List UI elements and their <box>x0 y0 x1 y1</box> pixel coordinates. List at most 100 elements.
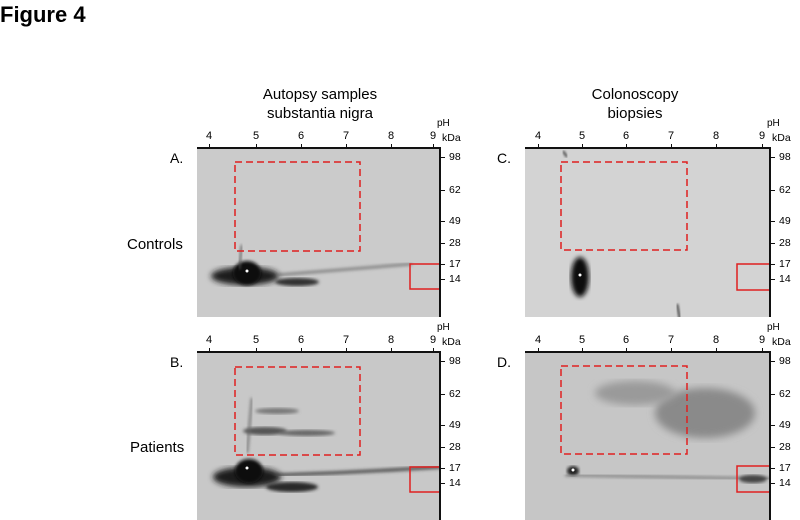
ph-unit-label: pH <box>437 322 450 333</box>
ph-tick-mark <box>762 144 763 148</box>
kda-tick-mark <box>441 447 445 448</box>
column-heading-colonoscopy: Colonoscopy biopsies <box>560 85 710 123</box>
ph-tick-label: 4 <box>205 130 213 142</box>
kda-tick-label: 14 <box>779 477 791 489</box>
kda-tick-label: 62 <box>779 388 791 400</box>
ph-tick-mark <box>626 348 627 352</box>
ph-tick-label: 8 <box>712 334 720 346</box>
panel-letter-c: C. <box>497 150 511 166</box>
ph-tick-mark <box>582 144 583 148</box>
ph-unit-label: pH <box>767 118 780 129</box>
ph-tick-mark <box>391 144 392 148</box>
kda-tick-label: 14 <box>779 273 791 285</box>
kda-tick-label: 98 <box>779 355 791 367</box>
ph-tick-label: 6 <box>622 334 630 346</box>
kda-tick-mark <box>441 394 445 395</box>
gel-image-a <box>211 161 439 290</box>
column-heading-autopsy: Autopsy samples substantia nigra <box>220 85 420 123</box>
kda-tick-mark <box>441 279 445 280</box>
kda-tick-label: 49 <box>449 215 461 227</box>
kda-tick-mark <box>771 243 775 244</box>
ph-tick-label: 6 <box>297 334 305 346</box>
ph-tick-label: 4 <box>205 334 213 346</box>
kda-tick-label: 17 <box>449 462 461 474</box>
ph-tick-mark <box>671 144 672 148</box>
gel-panel-b <box>197 351 441 520</box>
figure-title: Figure 4 <box>0 2 86 27</box>
ph-tick-label: 9 <box>758 334 766 346</box>
ph-tick-label: 5 <box>578 130 586 142</box>
ph-tick-mark <box>433 348 434 352</box>
kda-unit-label: kDa <box>772 336 791 348</box>
panel-letter-b: B. <box>170 354 184 370</box>
ph-tick-label: 4 <box>534 334 542 346</box>
ph-unit-label: pH <box>767 322 780 333</box>
kda-tick-label: 28 <box>449 237 461 249</box>
highlight-box <box>736 263 769 291</box>
ph-tick-label: 7 <box>667 130 675 142</box>
ph-tick-label: 7 <box>667 334 675 346</box>
ph-tick-mark <box>256 144 257 148</box>
ph-tick-mark <box>433 144 434 148</box>
ph-tick-label: 5 <box>252 334 260 346</box>
ph-tick-label: 6 <box>622 130 630 142</box>
kda-tick-mark <box>441 157 445 158</box>
kda-tick-label: 98 <box>449 355 461 367</box>
gel-panel-c <box>525 147 771 317</box>
kda-tick-mark <box>441 425 445 426</box>
ph-tick-label: 9 <box>429 334 437 346</box>
kda-tick-label: 17 <box>449 258 461 270</box>
kda-tick-label: 14 <box>449 273 461 285</box>
highlight-box <box>409 263 439 290</box>
ph-tick-label: 7 <box>342 334 350 346</box>
kda-tick-mark <box>441 190 445 191</box>
ph-tick-mark <box>671 348 672 352</box>
kda-tick-mark <box>441 483 445 484</box>
dashed-region-box <box>234 366 361 456</box>
ph-tick-label: 8 <box>712 130 720 142</box>
kda-tick-mark <box>441 468 445 469</box>
kda-tick-mark <box>771 483 775 484</box>
gel-image-c <box>560 150 769 317</box>
gel-image-b <box>213 366 439 493</box>
kda-tick-label: 62 <box>449 184 461 196</box>
ph-tick-mark <box>301 144 302 148</box>
kda-tick-mark <box>441 243 445 244</box>
ph-tick-mark <box>538 348 539 352</box>
kda-tick-mark <box>771 361 775 362</box>
kda-tick-mark <box>771 190 775 191</box>
ph-tick-mark <box>762 348 763 352</box>
row-label-controls: Controls <box>127 236 183 253</box>
dashed-region-box <box>560 365 688 455</box>
ph-tick-mark <box>209 144 210 148</box>
kda-tick-label: 98 <box>779 151 791 163</box>
kda-unit-label: kDa <box>442 336 461 348</box>
kda-tick-mark <box>771 394 775 395</box>
ph-tick-label: 8 <box>387 334 395 346</box>
kda-tick-label: 49 <box>449 419 461 431</box>
kda-tick-mark <box>441 264 445 265</box>
ph-tick-label: 5 <box>252 130 260 142</box>
kda-tick-label: 14 <box>449 477 461 489</box>
kda-tick-mark <box>771 221 775 222</box>
ph-tick-mark <box>716 144 717 148</box>
kda-tick-mark <box>771 468 775 469</box>
ph-tick-mark <box>538 144 539 148</box>
row-label-patients: Patients <box>130 439 185 456</box>
kda-unit-label: kDa <box>772 132 791 144</box>
kda-tick-label: 98 <box>449 151 461 163</box>
column-heading-line: biopsies <box>607 105 663 122</box>
dashed-region-box <box>234 161 361 252</box>
ph-tick-label: 8 <box>387 130 395 142</box>
kda-unit-label: kDa <box>442 132 461 144</box>
kda-tick-label: 62 <box>449 388 461 400</box>
ph-tick-label: 6 <box>297 130 305 142</box>
kda-tick-label: 28 <box>449 441 461 453</box>
ph-tick-label: 9 <box>758 130 766 142</box>
kda-tick-label: 17 <box>779 462 791 474</box>
kda-tick-mark <box>771 279 775 280</box>
ph-tick-label: 5 <box>578 334 586 346</box>
gel-image-d <box>560 365 769 493</box>
kda-tick-label: 28 <box>779 237 791 249</box>
kda-tick-label: 17 <box>779 258 791 270</box>
